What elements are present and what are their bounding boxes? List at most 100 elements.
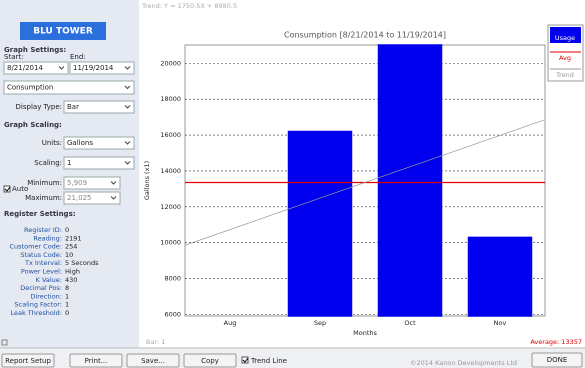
minimum-input[interactable] xyxy=(63,176,121,190)
average-label: Average: 13357 xyxy=(530,338,582,346)
display-type-select[interactable] xyxy=(63,100,135,114)
resize-handle xyxy=(1,339,8,346)
logo: BLU TOWER xyxy=(33,27,93,37)
register-value: 0 xyxy=(65,226,69,234)
x-tick-label: Nov xyxy=(494,319,507,327)
start-label: Start: xyxy=(4,53,23,61)
legend-label: Trend xyxy=(555,71,574,79)
display-type-label: Display Type: xyxy=(16,103,62,111)
button-label: Print... xyxy=(85,357,108,365)
register-label: Reading: xyxy=(33,234,62,242)
register-value: 430 xyxy=(65,276,77,284)
display-type-select-value: Bar xyxy=(67,103,79,111)
logo-box xyxy=(20,22,106,40)
button[interactable] xyxy=(126,353,180,368)
register-label: Tx Interval: xyxy=(24,259,62,267)
button[interactable] xyxy=(183,353,237,368)
auto-checkbox[interactable] xyxy=(3,185,11,193)
bar xyxy=(467,236,533,317)
register-value: 254 xyxy=(65,243,77,251)
button[interactable] xyxy=(69,353,123,368)
register-label: Register ID: xyxy=(24,226,62,234)
y-tick-label: 16000 xyxy=(160,131,181,139)
trend-line xyxy=(184,119,546,246)
measure-select-arrow xyxy=(124,85,131,90)
register-label: Status Code: xyxy=(20,251,62,259)
register-value: 8 xyxy=(65,284,69,292)
scaling-select-arrow xyxy=(124,161,131,165)
y-tick-label: 18000 xyxy=(160,95,181,103)
x-tick-label: Oct xyxy=(404,319,416,327)
plot-frame xyxy=(184,44,546,317)
section-label: Graph Scaling: xyxy=(4,121,62,129)
scaling-select[interactable] xyxy=(63,156,135,170)
register-value: 10 xyxy=(65,251,73,259)
end-date-arrow xyxy=(124,66,131,70)
legend-swatch xyxy=(550,27,581,43)
end-date-value: 11/19/2014 xyxy=(73,64,114,72)
measure-select[interactable] xyxy=(3,80,135,95)
y-tick-label: 6000 xyxy=(164,310,181,318)
end-date[interactable] xyxy=(69,61,135,75)
trend-checkbox[interactable] xyxy=(241,356,249,364)
start-date-arrow xyxy=(58,66,65,70)
y-tick-label: 10000 xyxy=(160,239,181,247)
maximum-input[interactable] xyxy=(63,191,121,205)
maximum-value: 21,025 xyxy=(67,194,92,202)
register-value: 1 xyxy=(65,301,69,309)
minimum-input-arrow xyxy=(110,181,117,185)
auto-label: Auto xyxy=(12,185,28,193)
check xyxy=(242,357,249,363)
chart-title: Consumption [8/21/2014 to 11/19/2014] xyxy=(284,31,446,40)
scaling-select-value: 1 xyxy=(67,159,71,167)
trend-equation: Trend: Y = 1750.5X + 8980.5 xyxy=(141,2,237,10)
sidebar xyxy=(0,0,139,348)
y-tick-label: 14000 xyxy=(160,167,181,175)
x-tick-label: Aug xyxy=(224,319,237,327)
button-label: Report Setup xyxy=(5,357,51,365)
register-label: Scaling Factor: xyxy=(14,301,62,309)
minimum-value: 5,909 xyxy=(67,179,87,187)
minimum-label: Minimum: xyxy=(27,179,62,187)
measure-select-value: Consumption xyxy=(7,84,53,92)
scaling-label: Scaling: xyxy=(34,159,62,167)
y-axis-label: Gallons (x1) xyxy=(143,161,151,200)
button[interactable] xyxy=(531,352,583,368)
register-value: 5 Seconds xyxy=(65,259,99,267)
x-tick-label: Sep xyxy=(314,319,326,327)
maximum-input-arrow xyxy=(110,196,117,200)
start-date-value: 8/21/2014 xyxy=(7,64,43,72)
button-label: Save... xyxy=(141,357,165,365)
button[interactable] xyxy=(1,353,55,368)
register-label: Direction: xyxy=(30,292,62,300)
bar xyxy=(287,130,353,317)
units-label: Units: xyxy=(42,139,62,147)
bar xyxy=(377,44,443,317)
check xyxy=(4,186,11,192)
y-tick-label: 20000 xyxy=(160,59,181,67)
start-date[interactable] xyxy=(3,61,69,75)
x-axis-label: Months xyxy=(353,329,377,337)
copyright: ©2014 Kanon Developments Ltd xyxy=(410,359,517,367)
register-value: High xyxy=(65,268,80,276)
register-value: 0 xyxy=(65,309,69,317)
register-label: Decimal Pos: xyxy=(20,284,62,292)
register-value: 2191 xyxy=(65,234,82,242)
trend-checkbox-label: Trend Line xyxy=(250,357,287,365)
y-tick-label: 12000 xyxy=(160,203,181,211)
units-select-arrow xyxy=(124,141,131,145)
register-label: Customer Code: xyxy=(10,243,62,251)
legend-label: Usage xyxy=(555,34,575,42)
display-type-select-arrow xyxy=(124,105,131,109)
y-tick-label: 8000 xyxy=(164,275,181,283)
section-label: Graph Settings: xyxy=(4,46,66,54)
register-value: 1 xyxy=(65,292,69,300)
bar-label: Bar: 1 xyxy=(146,338,165,346)
register-label: K Value: xyxy=(36,276,62,284)
units-select[interactable] xyxy=(63,136,135,150)
section-label: Register Settings: xyxy=(4,210,76,218)
legend-label: Avg xyxy=(559,54,571,62)
register-label: Leak Threshold: xyxy=(10,309,62,317)
button-label: DONE xyxy=(547,356,568,364)
